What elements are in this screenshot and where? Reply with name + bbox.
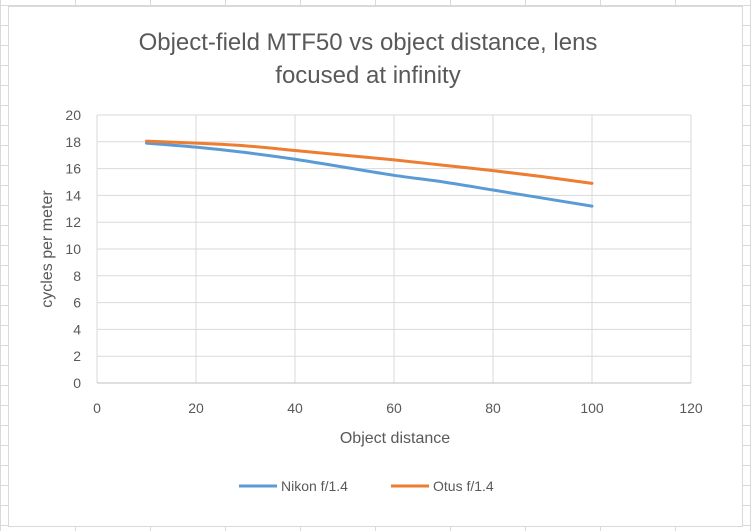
x-tick-label: 40 <box>287 400 303 416</box>
series-line-nikon <box>145 141 594 208</box>
x-tick-label: 60 <box>386 400 402 416</box>
series-lines <box>145 139 594 208</box>
y-tick-label: 2 <box>73 348 81 364</box>
chart-area: Object-field MTF50 vs object distance, l… <box>8 6 743 527</box>
y-tick-label: 6 <box>73 295 81 311</box>
y-tick-label: 14 <box>65 187 81 203</box>
gridlines <box>96 114 692 384</box>
series-line-otus <box>145 139 594 185</box>
x-tick-label: 20 <box>188 400 204 416</box>
y-axis-ticks: 0 2 4 6 8 10 12 14 16 18 20 <box>65 107 81 391</box>
y-tick-label: 20 <box>65 107 81 123</box>
y-tick-label: 8 <box>73 268 81 284</box>
x-tick-label: 120 <box>679 400 703 416</box>
chart-title-line: Object-field MTF50 vs object distance, l… <box>139 29 598 56</box>
legend-label: Nikon f/1.4 <box>281 478 348 494</box>
y-tick-label: 0 <box>73 375 81 391</box>
x-tick-label: 80 <box>485 400 501 416</box>
x-axis-ticks: 0 20 40 60 80 100 120 <box>93 400 703 416</box>
legend: Nikon f/1.4 Otus f/1.4 <box>239 478 494 494</box>
chart-title: Object-field MTF50 vs object distance, l… <box>139 29 598 89</box>
legend-label: Otus f/1.4 <box>433 478 494 494</box>
y-tick-label: 16 <box>65 161 81 177</box>
chart-title-line: focused at infinity <box>275 62 460 89</box>
x-axis-label: Object distance <box>340 430 450 447</box>
y-tick-label: 10 <box>65 241 81 257</box>
y-tick-label: 12 <box>65 214 81 230</box>
y-tick-label: 18 <box>65 134 81 150</box>
line-chart: Object-field MTF50 vs object distance, l… <box>39 29 703 494</box>
x-tick-label: 0 <box>93 400 101 416</box>
x-tick-label: 100 <box>580 400 604 416</box>
y-axis-label: cycles per meter <box>39 190 56 308</box>
y-tick-label: 4 <box>73 321 81 337</box>
